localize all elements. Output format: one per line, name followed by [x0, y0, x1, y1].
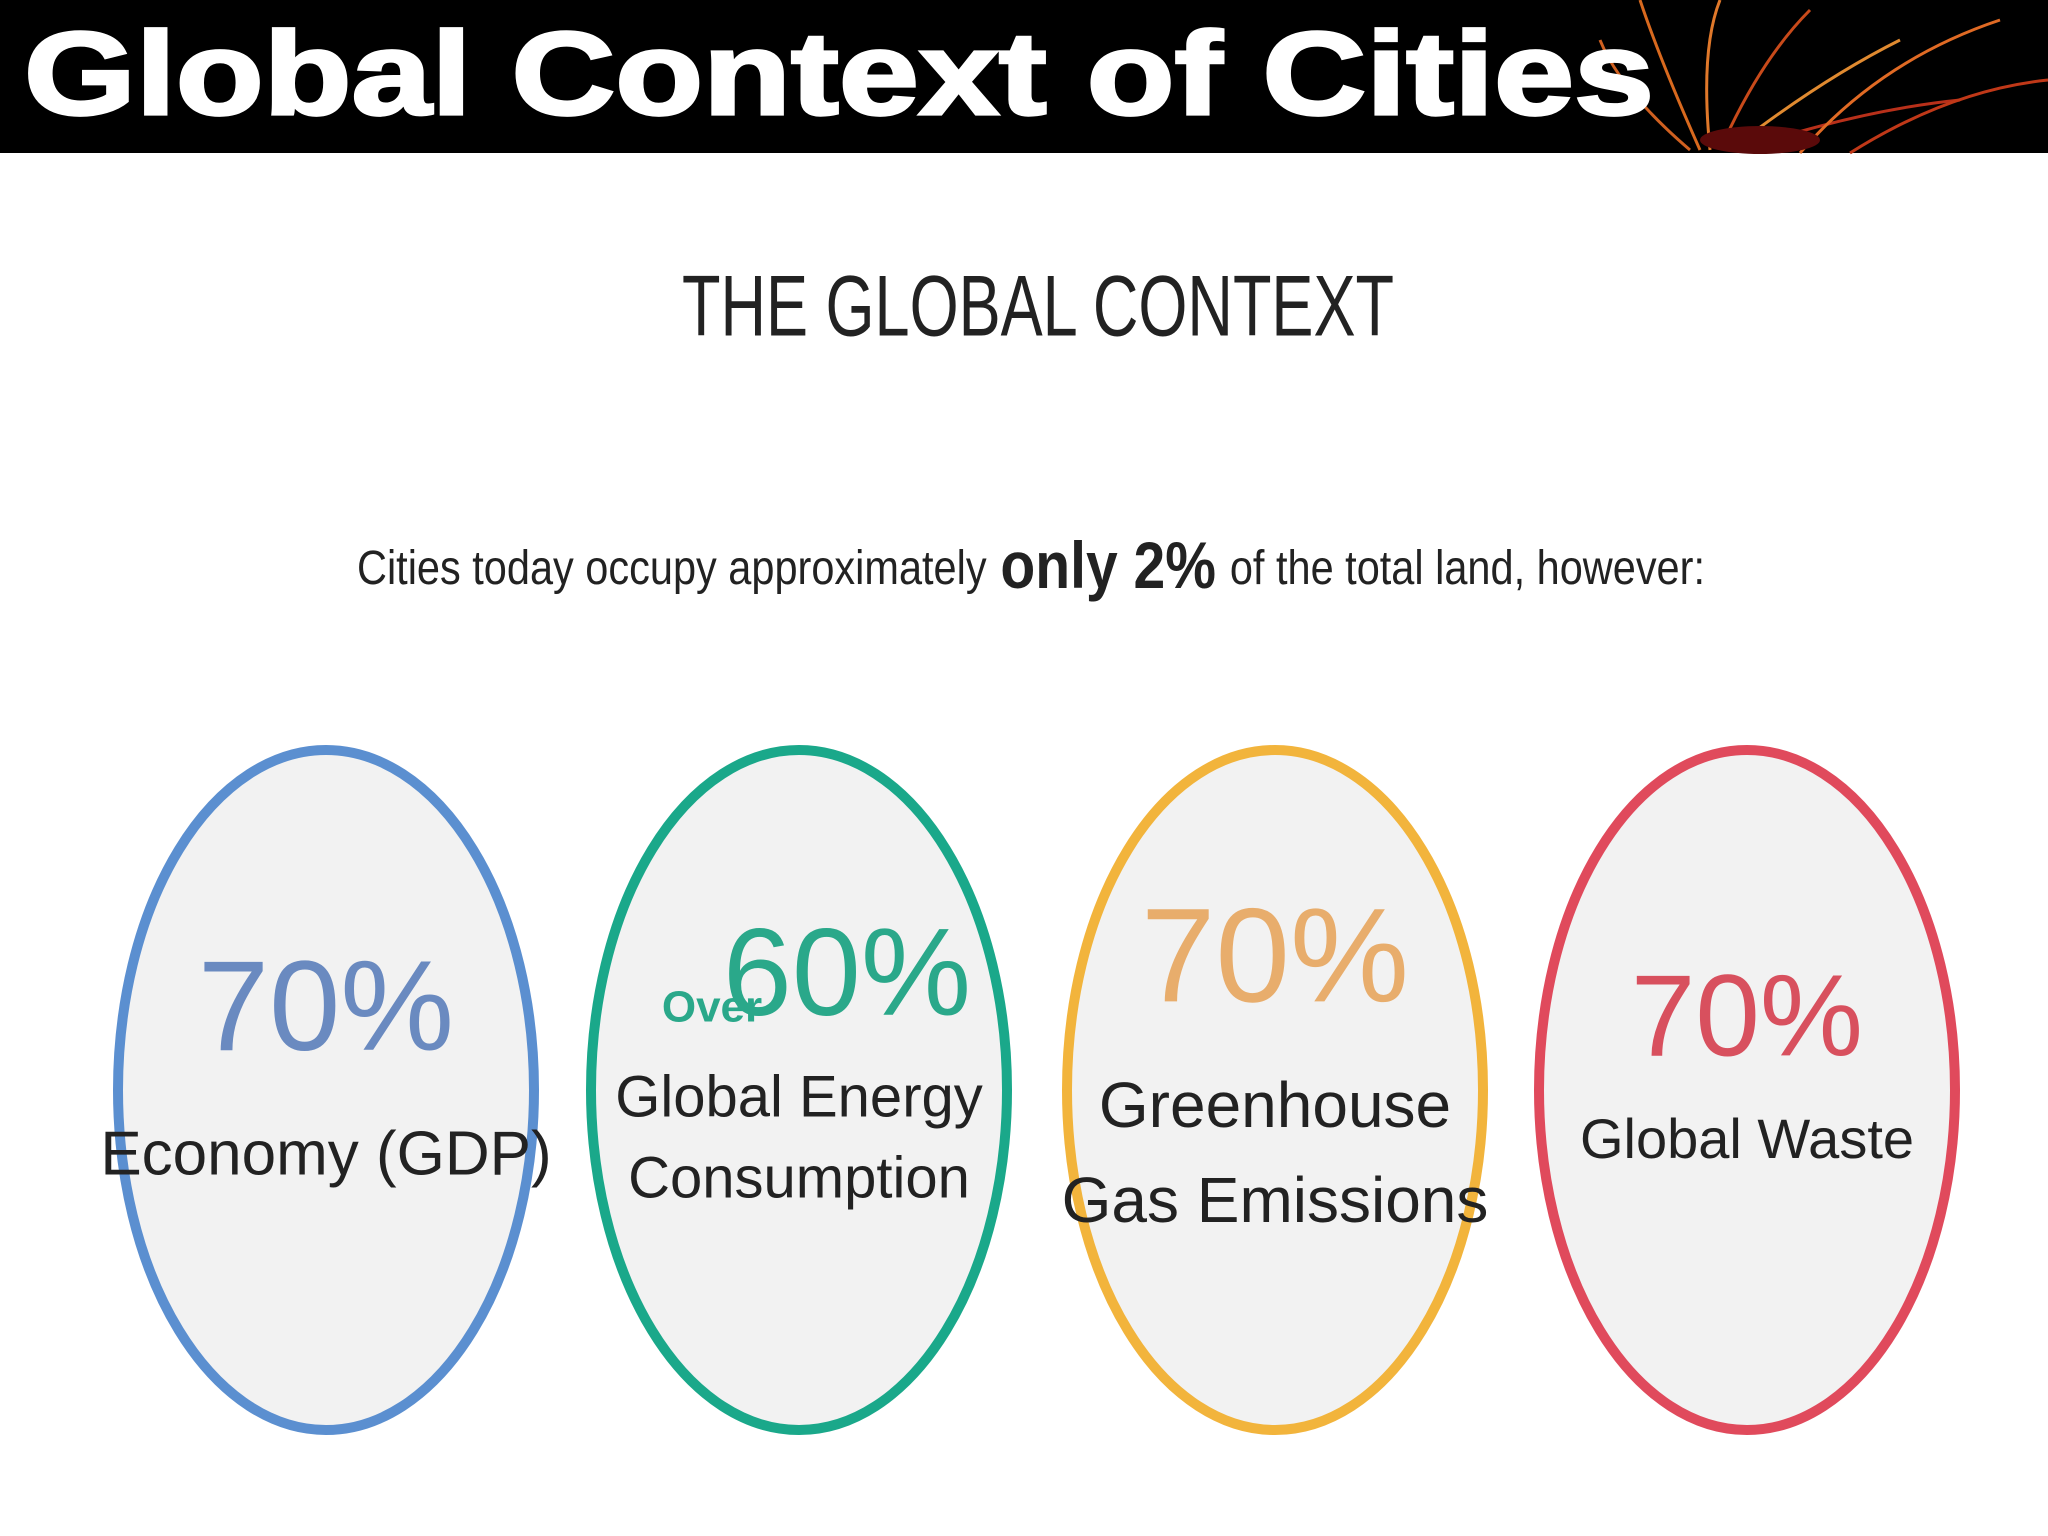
- stat-label: Global Waste: [1580, 1107, 1914, 1170]
- stat-circle: [1534, 745, 1960, 1435]
- stat-label: Consumption: [628, 1145, 970, 1210]
- stat-label: Gas Emissions: [1062, 1164, 1489, 1236]
- intro-emphasis: only 2%: [1000, 528, 1216, 602]
- stat-value: 70%: [1141, 881, 1409, 1030]
- stat-value: 70%: [1631, 951, 1863, 1081]
- stat-value: 60%: [723, 904, 971, 1042]
- fireworks-decoration: [1598, 0, 2048, 155]
- stat-circle: [1062, 745, 1488, 1435]
- intro-sentence: Cities today occupy approximatelyonly 2%…: [357, 528, 1705, 602]
- stat-label: Economy (GDP): [100, 1119, 551, 1188]
- intro-text: Cities today occupy approximately: [357, 542, 987, 595]
- stat-label: Global Energy: [615, 1064, 983, 1129]
- stat-value: 70%: [198, 935, 454, 1078]
- stat-label: Greenhouse: [1099, 1069, 1451, 1141]
- stat-prefix: Over: [662, 983, 762, 1032]
- heading: THE GLOBAL CONTEXT: [682, 259, 1394, 355]
- intro-text: of the total land, however:: [1230, 542, 1705, 595]
- stat-circle: [113, 745, 539, 1435]
- stat-circle: [586, 745, 1012, 1435]
- slide-title: Global Context of Cities: [24, 8, 1654, 140]
